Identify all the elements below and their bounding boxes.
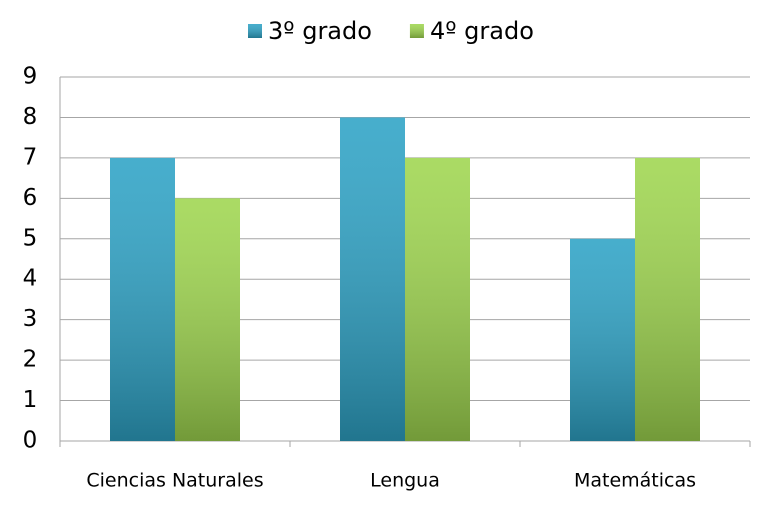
bar-shade [110,157,175,441]
x-tick-label: Matemáticas [574,470,696,492]
x-tick-label: Ciencias Naturales [86,470,263,492]
bar-shade [635,157,700,441]
y-tick-label: 8 [23,104,38,130]
legend-swatch-shade [409,24,424,38]
y-tick-label: 0 [23,428,38,454]
bar-shade [340,117,405,441]
y-tick-label: 7 [23,144,38,170]
legend-label: 3º grado [268,17,372,45]
y-tick-label: 2 [23,347,38,373]
y-tick-label: 9 [23,64,38,90]
x-tick-label: Lengua [370,470,440,492]
bar-shade [570,238,635,441]
y-tick-label: 6 [23,185,38,211]
legend-swatch-shade [248,24,262,38]
y-tick-label: 5 [23,225,38,251]
bar-shade [175,198,240,441]
bar-shade [405,157,470,441]
y-tick-label: 3 [23,306,38,332]
legend-label: 4º grado [430,17,534,45]
y-tick-label: 1 [23,387,38,413]
y-tick-label: 4 [23,266,38,292]
